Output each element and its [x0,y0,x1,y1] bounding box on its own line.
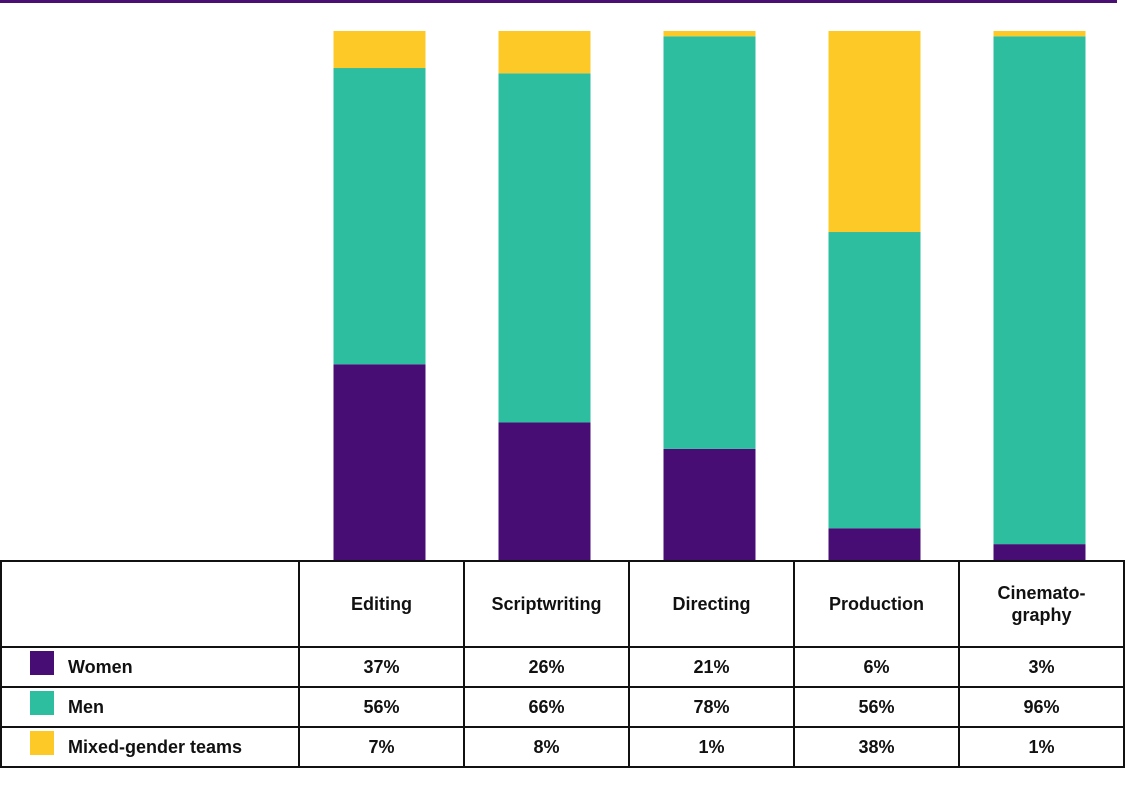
category-header-cinematography: Cinemato- graphy [958,560,1125,648]
legend-item-mixed-gender-teams: Mixed-gender teams [0,726,300,768]
data-label-men-directing: 78% [628,686,795,728]
bar-mixed-gender-teams-directing [663,31,756,37]
series-name-mixed-gender-teams: Mixed-gender teams [68,736,243,757]
series-name-women: Women [68,656,133,677]
stacked-bar-chart [333,31,1086,560]
legend-swatch-men [30,691,54,715]
legend-item-men: Men [0,686,300,728]
data-label-women-directing: 21% [628,646,795,688]
data-label-mixed-directing: 1% [628,726,795,768]
data-label-mixed-editing: 7% [298,726,465,768]
bar-mixed-gender-teams-cinemato-graphy [993,31,1086,37]
bar-mixed-gender-teams-scriptwriting [498,31,591,74]
legend-swatch-mixed-gender-teams [30,731,54,755]
data-label-women-editing: 37% [298,646,465,688]
bar-women-production [828,528,921,560]
category-header-directing: Directing [628,560,795,648]
data-label-mixed-production: 38% [793,726,960,768]
series-name-men: Men [68,696,104,717]
bar-women-scriptwriting [498,422,591,560]
legend-item-women: Women [0,646,300,688]
table-header-row: Editing Scriptwriting Directing Producti… [0,560,1125,648]
data-label-mixed-cinematography: 1% [958,726,1125,768]
data-label-women-scriptwriting: 26% [463,646,630,688]
category-header-production: Production [793,560,960,648]
legend-swatch-women [30,651,54,675]
data-label-men-scriptwriting: 66% [463,686,630,728]
top-accent-rule [0,0,1117,3]
data-label-men-production: 56% [793,686,960,728]
table-corner-cell [0,560,300,648]
table-row-women: Women 37% 26% 21% 6% 3% [0,646,1125,688]
bar-men-scriptwriting [498,73,591,423]
bar-women-editing [333,364,426,560]
bar-women-cinemato-graphy [993,544,1086,560]
bar-women-directing [663,448,756,560]
data-label-men-cinematography: 96% [958,686,1125,728]
data-label-men-editing: 56% [298,686,465,728]
data-label-women-production: 6% [793,646,960,688]
bar-men-cinemato-graphy [993,36,1086,545]
bar-mixed-gender-teams-editing [333,31,426,69]
category-header-editing: Editing [298,560,465,648]
category-header-scriptwriting: Scriptwriting [463,560,630,648]
data-table: Editing Scriptwriting Directing Producti… [0,560,1125,768]
data-label-mixed-scriptwriting: 8% [463,726,630,768]
table-row-mixed-gender-teams: Mixed-gender teams 7% 8% 1% 38% 1% [0,726,1125,768]
bar-men-editing [333,68,426,365]
data-label-women-cinematography: 3% [958,646,1125,688]
bar-mixed-gender-teams-production [828,31,921,233]
bar-men-directing [663,36,756,449]
bar-men-production [828,232,921,529]
table-row-men: Men 56% 66% 78% 56% 96% [0,686,1125,728]
